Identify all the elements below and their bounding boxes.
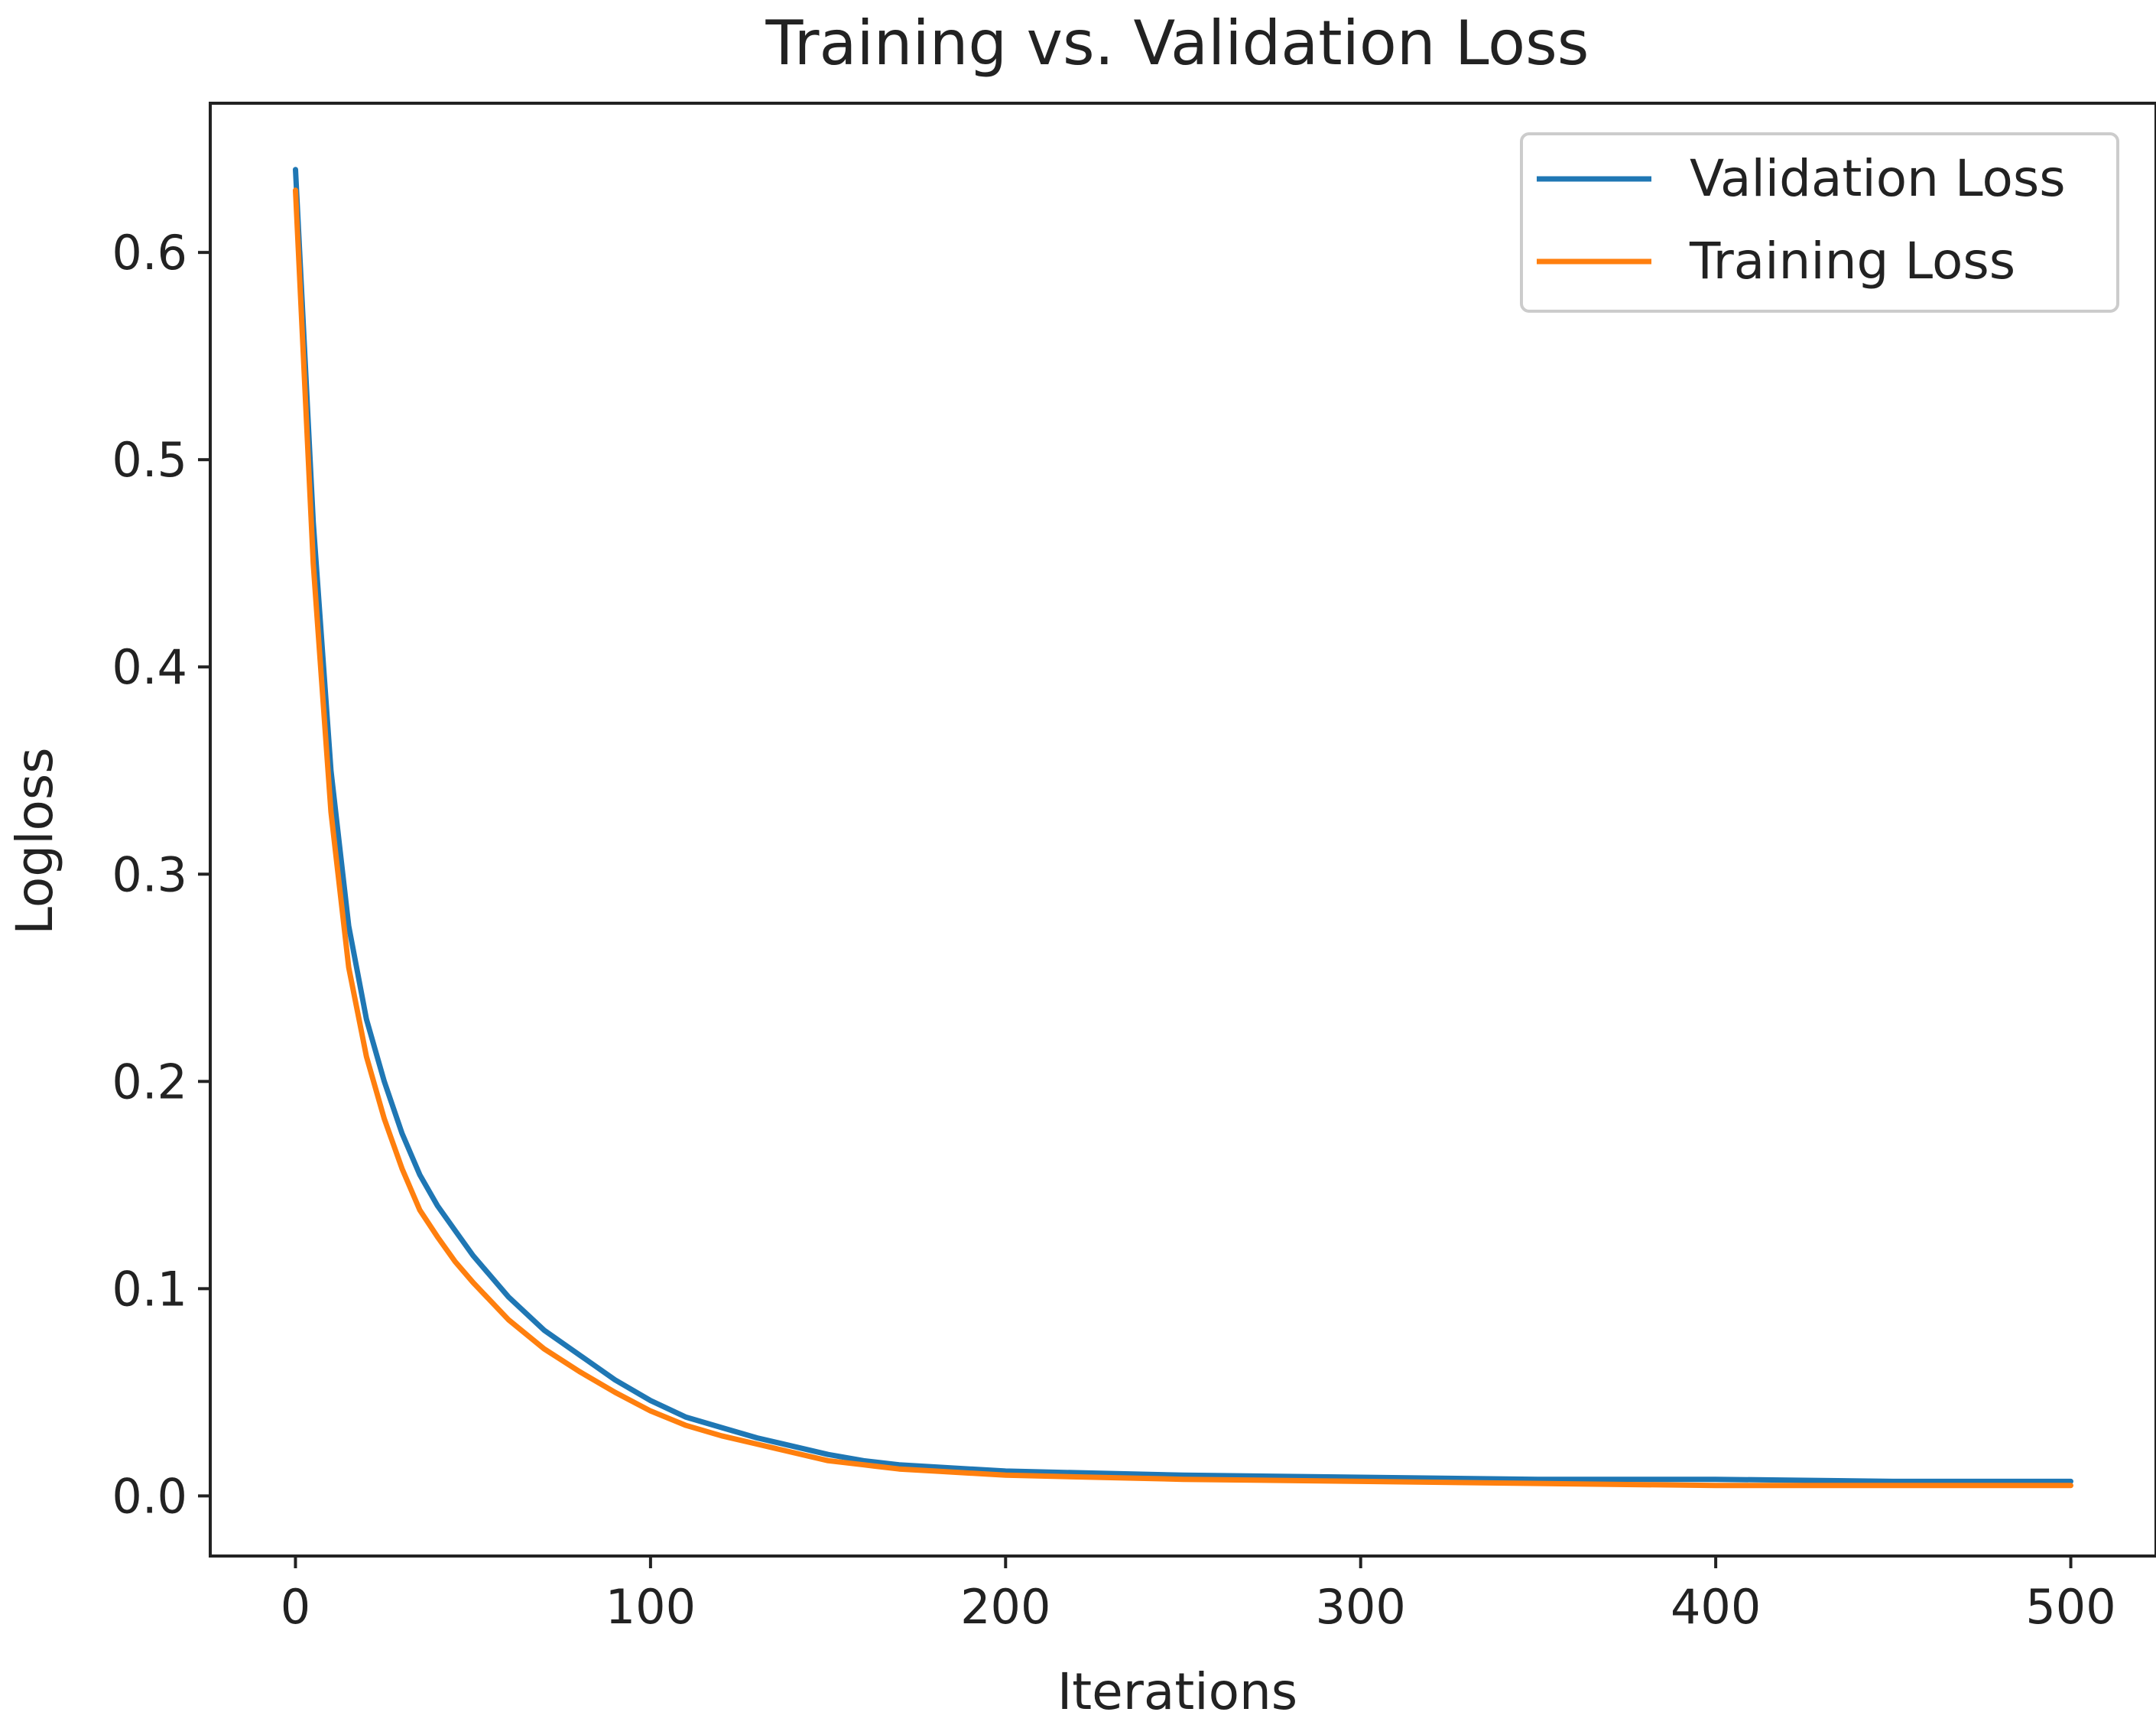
y-tick-label: 0.3: [112, 846, 187, 902]
series-line-validation: [293, 167, 2073, 1484]
x-tick-label: 200: [960, 1579, 1050, 1635]
series-layer: [293, 167, 2073, 1489]
y-tick-label: 0.4: [112, 639, 187, 695]
y-axis-ticks: 0.0 0.1 0.2 0.3 0.4 0.5 0.6: [112, 225, 210, 1524]
x-axis-ticks: 0 100 200 300 400 500: [281, 1556, 2116, 1635]
legend: Validation Loss Training Loss: [1520, 132, 2119, 313]
legend-box: [1520, 132, 2119, 313]
x-tick-label: 300: [1316, 1579, 1406, 1635]
x-tick-label: 100: [606, 1579, 696, 1635]
plot-frame: [209, 102, 2156, 1558]
series-line-training: [293, 187, 2073, 1489]
x-tick-label: 500: [2025, 1579, 2115, 1635]
y-tick-label: 0.5: [112, 432, 187, 488]
chart-title: Training vs. Validation Loss: [765, 8, 1589, 79]
x-axis-label: Iterations: [1057, 1662, 1297, 1721]
x-tick-label: 400: [1671, 1579, 1761, 1635]
legend-label-validation: Validation Loss: [1690, 149, 2066, 208]
y-tick-label: 0.1: [112, 1261, 187, 1317]
x-tick-label: 0: [281, 1579, 310, 1635]
y-tick-label: 0.6: [112, 225, 187, 281]
y-tick-label: 0.2: [112, 1054, 187, 1109]
legend-label-training: Training Loss: [1689, 232, 2015, 291]
y-tick-label: 0.0: [112, 1468, 187, 1524]
y-axis-label: Logloss: [5, 747, 64, 934]
